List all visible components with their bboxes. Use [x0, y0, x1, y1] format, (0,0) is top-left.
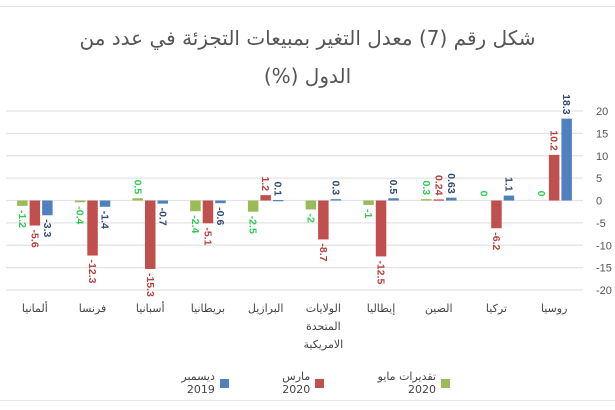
x-tick-label: بريطانيا [191, 302, 225, 315]
bar [421, 199, 432, 201]
legend-swatch-dec2019 [219, 378, 229, 388]
legend-label-mar2020: مارس 2020 [282, 370, 311, 396]
data-label: -6.2 [490, 232, 502, 250]
data-label: 0 [477, 191, 489, 197]
y-tick-label: -20 [596, 285, 612, 297]
bar [548, 154, 560, 201]
x-tick-label: المتحدة [306, 320, 341, 333]
data-label: -8.7 [317, 243, 329, 261]
bar [145, 200, 156, 269]
x-tick-label: البرازيل [248, 302, 284, 315]
legend-swatch-may2020 [441, 378, 450, 388]
data-label: -12.3 [86, 260, 98, 284]
chart-title-line1: شكل رقم (7) معدل التغير بمبيعات التجزئة … [79, 26, 536, 50]
bar [561, 118, 572, 201]
data-label: -1 [362, 209, 374, 218]
y-tick-label: 10 [596, 151, 608, 163]
data-label: 0.24 [432, 175, 444, 196]
x-tick-label: أسبانيا [136, 301, 165, 315]
data-label: -1.2 [16, 210, 28, 228]
bar [330, 199, 342, 201]
bar [491, 200, 502, 229]
bar [42, 200, 53, 216]
x-tick-label: فرنسا [79, 302, 107, 315]
x-tick-label: تركيا [486, 302, 507, 315]
bar [202, 200, 214, 224]
x-tick-label: روسيا [541, 302, 568, 315]
chart-title-line2: الدول (%) [263, 64, 352, 88]
bar [503, 195, 515, 201]
x-tick-label: الولايات [306, 302, 341, 315]
top-border [0, 6, 615, 7]
data-label: -3.3 [41, 219, 53, 237]
legend-item-may2020: تقديرات مايو 2020 [346, 370, 450, 396]
data-label: 1.2 [259, 177, 271, 192]
legend-label-dec2019: ديسمبر 2019 [181, 370, 215, 396]
legend-item-mar2020: مارس 2020 [251, 370, 325, 396]
bar [87, 200, 98, 256]
data-label: -0.7 [156, 208, 168, 226]
legend-label-may2020: تقديرات مايو 2020 [377, 370, 437, 396]
bar [446, 197, 457, 201]
data-label: 0.3 [420, 181, 432, 196]
data-label: -2.4 [189, 215, 201, 233]
bar [272, 200, 284, 202]
y-tick-label: 0 [596, 196, 602, 208]
bar [99, 200, 111, 207]
data-label: -15.3 [144, 273, 156, 297]
y-tick-label: -5 [596, 218, 606, 230]
bar [74, 200, 86, 203]
data-label: 1.1 [502, 177, 514, 192]
data-label: 0.1 [272, 181, 284, 196]
data-label: -0.4 [74, 206, 86, 224]
y-tick-label: 15 [596, 128, 608, 140]
bar [247, 200, 259, 212]
bar [190, 200, 201, 212]
data-label: -5.1 [201, 227, 213, 245]
bottom-border [0, 400, 615, 401]
data-label: -5.6 [28, 230, 40, 248]
bar [157, 200, 168, 204]
y-tick-label: 20 [596, 106, 608, 118]
data-label: 0.3 [329, 181, 341, 196]
legend-item-dec2019: ديسمبر 2019 [150, 370, 229, 396]
bar [132, 198, 143, 201]
data-label: 10.2 [548, 130, 560, 151]
bar [388, 198, 399, 201]
bar [215, 200, 226, 204]
bar [17, 200, 28, 206]
bar [305, 200, 317, 210]
bar [29, 200, 41, 226]
y-tick-label: -15 [596, 263, 612, 275]
legend: تقديرات مايو 2020 مارس 2020 ديسمبر 2019 [150, 370, 450, 396]
data-label: -2.5 [247, 216, 259, 234]
x-tick-label: إيطاليا [367, 302, 396, 315]
y-tick-label: 5 [596, 173, 602, 185]
x-tick-label: ألمانيا [22, 301, 48, 315]
bar [363, 200, 374, 205]
data-label: -2 [304, 213, 316, 222]
data-label: 0 [535, 191, 547, 197]
x-tick-label: الصين [425, 302, 453, 315]
x-tick-label: الامريكية [304, 338, 344, 351]
y-tick-label: -10 [596, 240, 612, 252]
bar [433, 199, 444, 201]
data-label: 0.63 [445, 173, 457, 194]
data-label: -0.6 [214, 207, 226, 225]
data-label: -1.4 [99, 211, 111, 229]
bar [260, 195, 271, 201]
data-label: -12.5 [375, 260, 387, 284]
legend-swatch-mar2020 [315, 378, 325, 388]
data-label: 0.5 [387, 180, 399, 195]
bar [375, 200, 387, 257]
data-label: 18.3 [560, 94, 572, 115]
data-label: 0.5 [131, 180, 143, 195]
bar [318, 200, 329, 240]
